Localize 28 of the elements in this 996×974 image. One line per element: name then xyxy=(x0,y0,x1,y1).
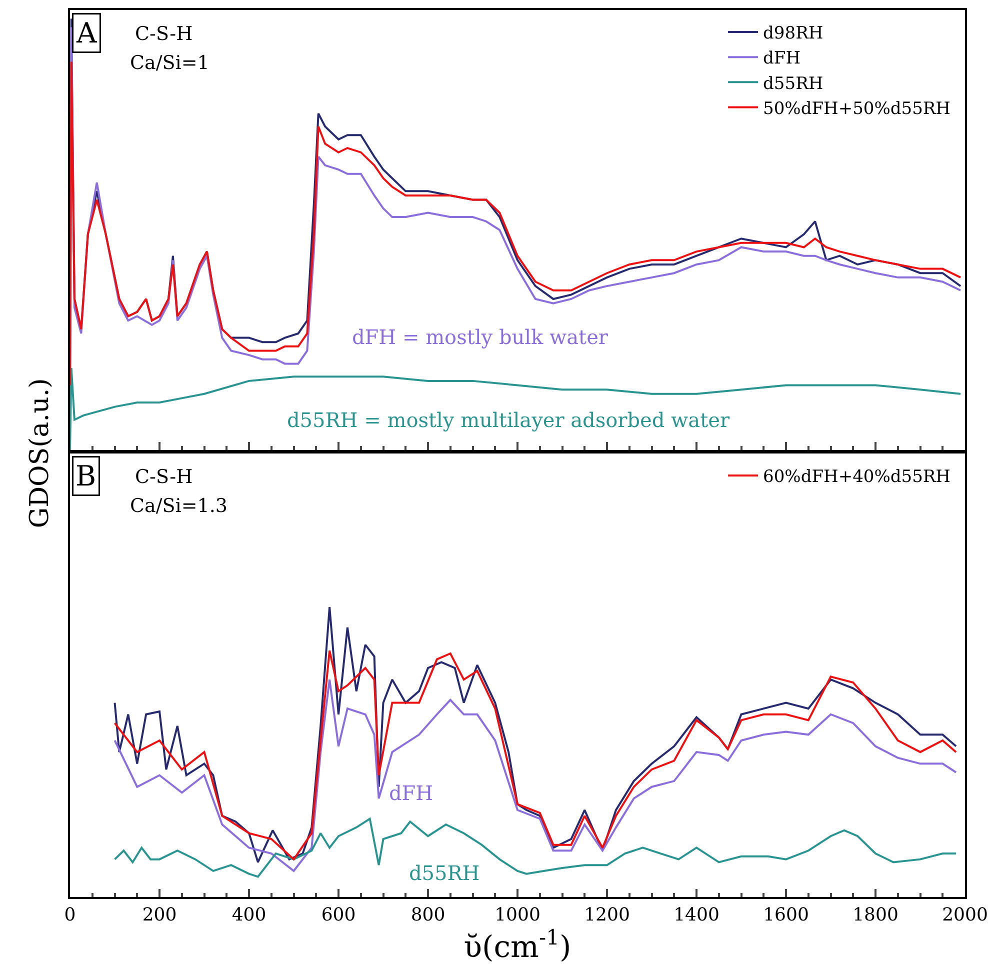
text: Ca/Si=1.3 xyxy=(130,495,228,517)
x-tick-label: 1000 xyxy=(494,904,540,926)
annotation: dFH xyxy=(389,781,434,805)
x-tick-label: 800 xyxy=(410,904,446,926)
x-tick-label: 400 xyxy=(232,904,266,926)
annotation: d55RH = mostly multilayer adsorbed water xyxy=(287,408,730,432)
legend-label: d98RH xyxy=(763,24,824,44)
x-tick-label: 200 xyxy=(142,904,177,926)
x-tick-label: 600 xyxy=(321,904,356,926)
x-tick-label: 0 xyxy=(64,904,76,926)
legend-label: d55RH xyxy=(763,74,824,94)
x-axis-title: ῠ(cm$^{-1}$) xyxy=(464,926,572,966)
x-tick-label: 2000 xyxy=(942,904,988,926)
annotation: dFH = mostly bulk water xyxy=(352,325,608,349)
legend-label: 60%dFH+40%d55RH xyxy=(763,467,951,488)
annotation: C-S-H xyxy=(135,23,193,45)
x-tick-label: 1600 xyxy=(763,904,809,926)
annotation: Ca/Si=1 xyxy=(130,52,210,74)
chart-title: A xyxy=(76,16,98,50)
x-tick-label: 1800 xyxy=(852,904,898,926)
x-tick-label: 1400 xyxy=(674,904,720,926)
y-axis-title: GDOS(a.u.) xyxy=(25,378,56,528)
annotation: d55RH xyxy=(409,861,480,885)
chart-title: B xyxy=(76,460,96,492)
legend-label: dFH xyxy=(763,48,801,69)
legend-label: 50%dFH+50%d55RH xyxy=(763,98,951,119)
text: C-S-H xyxy=(135,466,193,488)
x-tick-label: 1200 xyxy=(584,904,630,926)
